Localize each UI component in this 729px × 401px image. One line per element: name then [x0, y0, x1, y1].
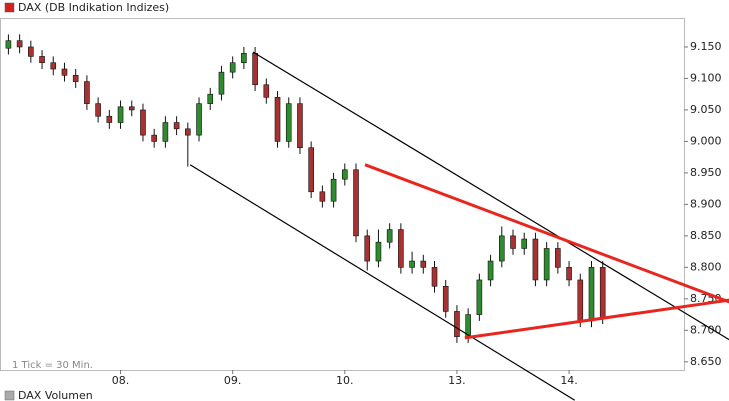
candle-body [498, 235, 505, 262]
y-tick-label: 9.100 [690, 71, 722, 84]
candle-body [252, 52, 258, 86]
trend-line [364, 163, 729, 304]
candle-body [375, 241, 382, 262]
trend-line [252, 51, 729, 341]
y-tick-label: 8.700 [690, 323, 722, 336]
candle-body [442, 285, 449, 312]
candle-body [28, 46, 34, 57]
candle-body [117, 106, 124, 123]
candle-body [274, 97, 281, 142]
candle-body [566, 267, 572, 281]
candle-body [599, 267, 606, 319]
volume-icon [4, 390, 15, 401]
candle-body [39, 56, 45, 64]
candle-body [476, 279, 483, 315]
candle-body [95, 103, 101, 117]
candle-body [364, 235, 371, 262]
y-tick-label: 9.150 [690, 40, 722, 53]
candle-body [241, 52, 247, 64]
tick-note: 1 Tick = 30 Min. [12, 360, 93, 371]
trend-line [464, 298, 729, 340]
plot-frame [0, 18, 685, 371]
candle-body [162, 122, 169, 142]
x-tick-label: 10. [336, 374, 354, 387]
candle-body [386, 229, 393, 243]
x-tick-label: 14. [560, 374, 578, 387]
candle-body [173, 122, 180, 130]
candle-body [106, 115, 113, 123]
candle-body [16, 40, 23, 48]
candle-body [229, 62, 236, 73]
candle-body [128, 106, 135, 111]
y-tick-label: 8.900 [690, 197, 722, 210]
y-tick-label: 8.800 [690, 260, 722, 273]
y-tick-label: 9.050 [690, 103, 722, 116]
candle-body [308, 147, 314, 193]
y-tick-label: 8.650 [690, 355, 722, 368]
candle-body [431, 267, 438, 287]
candle-body [487, 260, 494, 281]
candle-body [84, 81, 90, 104]
candle-body [140, 109, 146, 136]
candle-body [398, 229, 404, 268]
candle-body [330, 178, 337, 202]
candle-body [588, 267, 595, 322]
candle-body [185, 128, 191, 136]
candle-body [50, 62, 57, 70]
candle-body [342, 169, 348, 180]
x-tick-label: 08. [112, 374, 130, 387]
candle-body [297, 103, 303, 149]
candle-body [510, 235, 516, 249]
chart-title: DAX (DB Indikation Indizes) [18, 1, 169, 14]
y-tick-label: 8.950 [690, 166, 722, 179]
candle-body [409, 260, 415, 268]
volume-title: DAX Volumen [18, 389, 93, 401]
candle-body [454, 311, 460, 337]
candle-body [207, 93, 214, 104]
candle-body [196, 103, 202, 136]
candle-body [420, 260, 427, 268]
candle-body [319, 191, 326, 202]
candle-body [72, 75, 79, 82]
candle-body [151, 134, 157, 142]
trend-line [189, 164, 576, 401]
candle-body [263, 84, 270, 98]
y-tick-label: 9.000 [690, 134, 722, 147]
y-tick-label: 8.850 [690, 229, 722, 242]
candle-body [218, 71, 225, 95]
candle-body [543, 248, 550, 281]
candle-body [5, 40, 12, 49]
x-tick-label: 09. [224, 374, 242, 387]
candle-body [555, 248, 561, 268]
candle-body [285, 103, 292, 142]
candle-body [61, 68, 68, 76]
title-icon [4, 2, 15, 13]
candle-body [353, 169, 359, 237]
candle-body [532, 238, 539, 281]
x-tick-label: 13. [448, 374, 466, 387]
candle-body [577, 279, 584, 322]
candle-body [521, 238, 528, 249]
